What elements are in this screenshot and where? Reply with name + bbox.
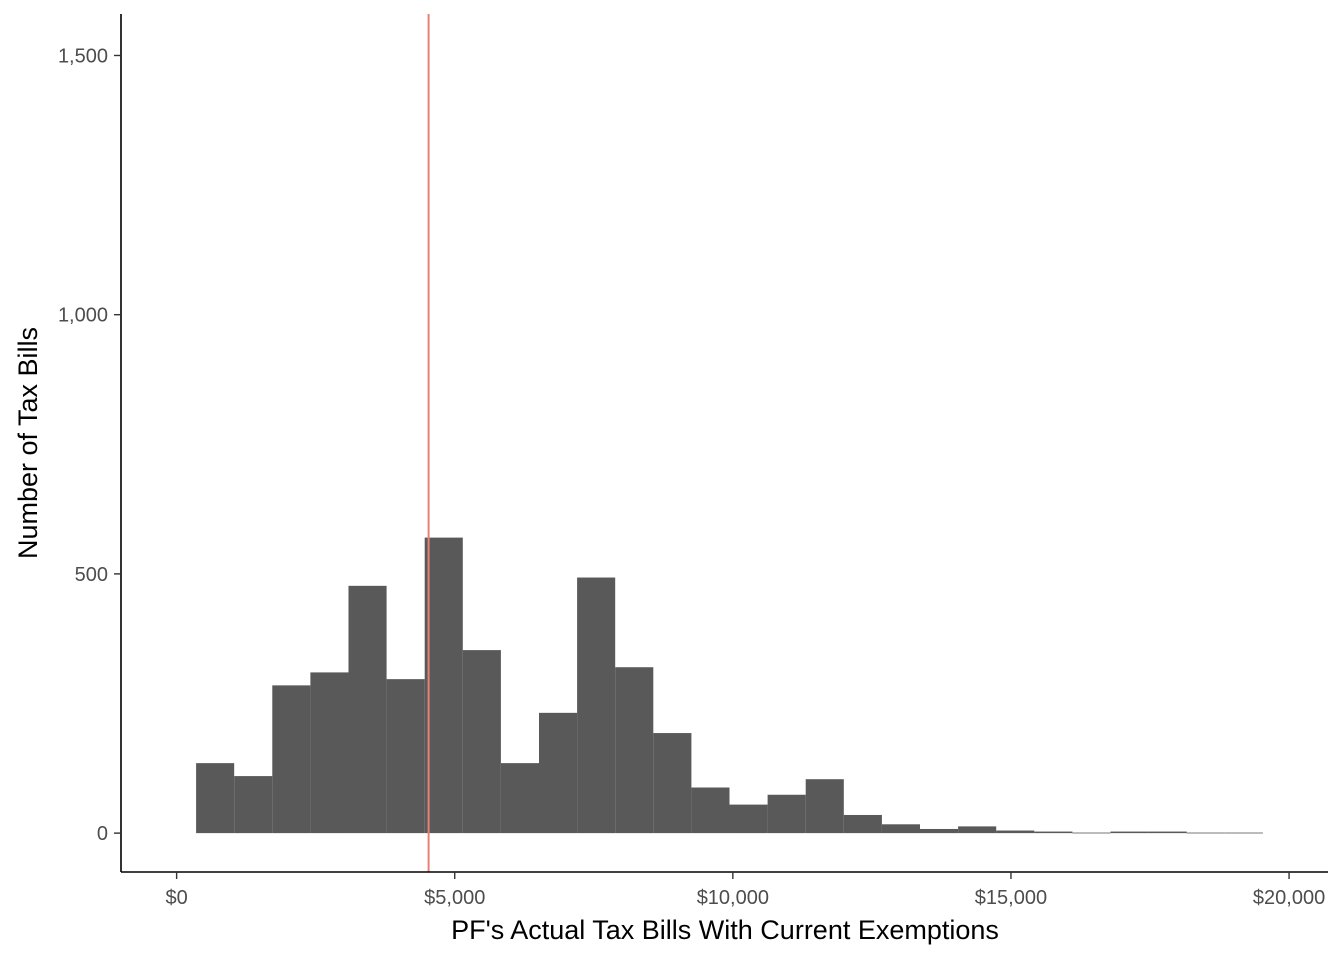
- x-tick-label: $20,000: [1253, 887, 1325, 909]
- y-tick-label: 1,500: [58, 45, 108, 67]
- histogram-bar: [462, 650, 501, 834]
- histogram-bar: [1148, 831, 1187, 834]
- y-axis-title: Number of Tax Bills: [13, 327, 43, 559]
- axes: [120, 14, 1328, 873]
- histogram-bar: [348, 585, 387, 834]
- histogram-bar: [577, 577, 616, 834]
- x-tick-label: $15,000: [975, 887, 1047, 909]
- histogram-bar: [310, 672, 349, 834]
- histogram-bar: [500, 763, 539, 834]
- histogram-bar: [1110, 831, 1149, 834]
- histogram-bar: [653, 733, 692, 834]
- histogram-bar: [424, 537, 463, 834]
- histogram-bar: [881, 824, 921, 834]
- histogram-bar: [767, 794, 806, 834]
- histogram-bar: [920, 828, 959, 834]
- histogram-bar: [539, 712, 578, 834]
- histogram-bar: [1224, 832, 1263, 834]
- histogram-bar: [843, 814, 882, 834]
- histogram-bar: [958, 826, 997, 834]
- histogram-bar: [196, 763, 235, 834]
- x-axis-title: PF's Actual Tax Bills With Current Exemp…: [451, 915, 999, 945]
- x-tick-label: $5,000: [424, 887, 485, 909]
- x-tick-label: $0: [165, 887, 187, 909]
- y-tick-label: 500: [75, 564, 108, 586]
- histogram-bar: [1186, 832, 1225, 834]
- histogram-bar: [386, 679, 425, 834]
- x-tick-label: $10,000: [697, 887, 769, 909]
- histogram-bar: [729, 804, 768, 834]
- histogram-bar: [272, 685, 311, 834]
- y-axis-ticks: 0 500 1,000 1,500: [58, 45, 121, 845]
- histogram-bars: [196, 537, 1263, 834]
- y-tick-label: 0: [97, 823, 108, 845]
- histogram-bar: [805, 779, 844, 834]
- x-axis-ticks: $0 $5,000 $10,000 $15,000 $20,000: [165, 872, 1325, 909]
- histogram-bar: [1072, 832, 1111, 834]
- y-tick-label: 1,000: [58, 305, 108, 327]
- histogram-bar: [691, 787, 730, 834]
- histogram-bar: [615, 667, 654, 834]
- histogram-bar: [1034, 831, 1073, 834]
- histogram-bar: [996, 830, 1035, 834]
- histogram-bar: [234, 776, 273, 834]
